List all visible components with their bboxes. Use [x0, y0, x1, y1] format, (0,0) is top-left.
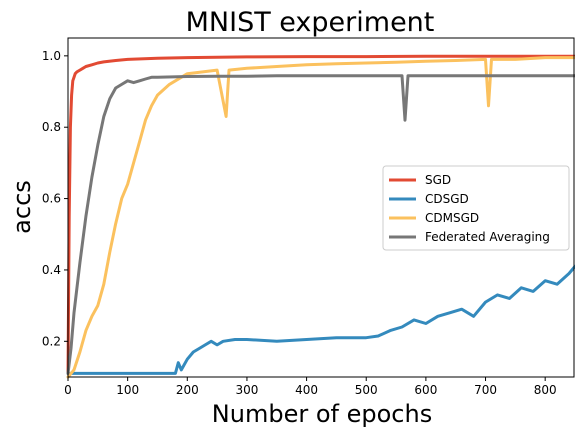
- legend-label: Federated Averaging: [425, 230, 550, 244]
- legend-label: CDMSGD: [425, 211, 479, 225]
- x-tick-label: 300: [235, 383, 258, 397]
- legend-label: CDSGD: [425, 192, 469, 206]
- x-tick-label: 400: [295, 383, 318, 397]
- x-tick-label: 0: [64, 383, 72, 397]
- ticks: 0 100 200 300 400 500 600 700 800 0.2 0.4 0.6 0.8 1.0: [42, 49, 557, 397]
- y-tick-label: 0.6: [42, 192, 61, 206]
- x-tick-label: 600: [414, 383, 437, 397]
- series-line-cdsgd: [66, 264, 575, 375]
- x-tick-label: 100: [116, 383, 139, 397]
- y-tick-label: 0.8: [42, 120, 61, 134]
- y-tick-label: 1.0: [42, 49, 61, 63]
- legend-label: SGD: [425, 173, 451, 187]
- y-tick-label: 0.4: [42, 263, 61, 277]
- x-axis-label: Number of epochs: [212, 400, 432, 428]
- axes: [67, 37, 575, 378]
- series-line-cdmsgd: [66, 56, 575, 379]
- series-layer: [66, 54, 575, 379]
- chart-title: MNIST experiment: [186, 7, 435, 38]
- legend-box: [382, 165, 570, 251]
- plot-frame: [67, 37, 575, 378]
- x-tick-label: 500: [355, 383, 378, 397]
- y-axis-label: accs: [8, 180, 36, 234]
- x-tick-label: 700: [474, 383, 497, 397]
- legend: SGD CDSGD CDMSGD Federated Averaging: [382, 165, 570, 251]
- y-tick-label: 0.2: [42, 334, 61, 348]
- x-tick-label: 200: [176, 383, 199, 397]
- x-tick-label: 800: [534, 383, 557, 397]
- series-line-federated-averaging: [66, 74, 575, 375]
- series-line-sgd: [66, 54, 575, 375]
